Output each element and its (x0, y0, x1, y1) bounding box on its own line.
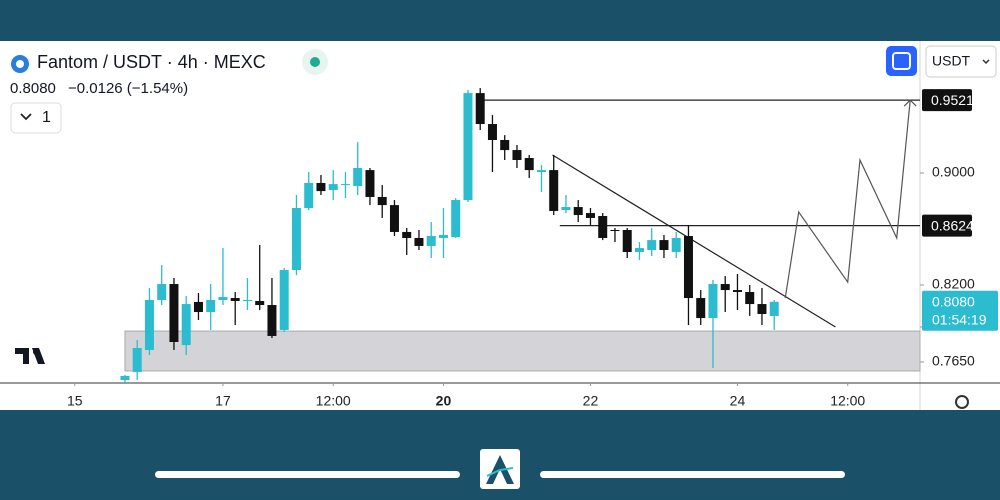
candle-body (598, 215, 608, 238)
projection-arrow (903, 99, 917, 107)
fullscreen-button[interactable] (886, 46, 917, 76)
level-tag (922, 89, 972, 112)
x-tick-label: 15 (67, 393, 83, 409)
candle-body (622, 229, 632, 252)
candle-body (634, 248, 644, 252)
indicator-count: 1 (42, 109, 51, 126)
candle-body (451, 200, 461, 237)
plot (120, 88, 921, 383)
candle-body (304, 182, 314, 209)
candle-body (291, 208, 301, 271)
countdown: 01:54:19 (932, 312, 987, 328)
x-tick-label: 22 (583, 393, 599, 409)
candle-body (402, 231, 412, 238)
logo-dot (33, 349, 39, 355)
level-tag-label: 0.9521 (931, 92, 974, 108)
status-dot (310, 57, 320, 67)
level-tag-label: 0.8624 (931, 217, 974, 233)
brand-mark (486, 455, 514, 484)
candle-body (720, 284, 730, 291)
candle-body (120, 376, 130, 381)
candle-body (181, 304, 191, 346)
bar-right (540, 471, 845, 478)
candle-body (365, 170, 375, 197)
chevron (20, 113, 32, 121)
candle-body (769, 301, 779, 316)
candle-body (536, 170, 546, 173)
candle-body (696, 298, 706, 319)
x-tick-label: 24 (730, 393, 746, 409)
candle-body (242, 299, 252, 301)
y-tick-label: 0.9000 (932, 164, 975, 180)
projection-path (784, 100, 911, 299)
x-tick-label: 17 (215, 393, 231, 409)
trendline (552, 154, 836, 328)
symbol: Fantom / USDT · 4h · MEXC (37, 52, 266, 72)
candle-body (524, 158, 534, 171)
coin-icon-inner (16, 60, 24, 68)
support-zone (124, 330, 921, 372)
candle-body (279, 270, 289, 330)
y-tick-label: 0.8200 (932, 276, 975, 292)
last-price: 0.8080 (10, 80, 56, 97)
candle-body (573, 207, 583, 216)
x-tick-label: 20 (436, 393, 452, 409)
x-tick-label: 12:00 (830, 393, 865, 409)
y-tick-label: 0.7650 (932, 353, 975, 369)
candle-body (745, 292, 755, 305)
candle-body (732, 290, 742, 293)
settings-icon[interactable] (955, 395, 969, 409)
candle-body (218, 297, 228, 300)
candle-body (512, 150, 522, 161)
x-tick-label: 12:00 (316, 393, 351, 409)
candle-body (549, 170, 559, 211)
candle-body (255, 300, 265, 306)
candle-body (463, 93, 473, 201)
candle-body (585, 213, 595, 218)
candle-body (500, 139, 510, 151)
currency: USDT (932, 53, 971, 69)
price-change: −0.0126 (−1.54%) (68, 80, 188, 97)
indicator-toggle[interactable] (10, 102, 62, 134)
candle-body (230, 298, 240, 301)
candle-body (659, 240, 669, 251)
candle-body (377, 196, 387, 206)
candle-body (610, 229, 620, 231)
candle-body (132, 348, 142, 372)
fullscreen-icon (892, 52, 911, 70)
candle-body (757, 304, 767, 314)
candle-body (414, 237, 424, 246)
candle-body (144, 299, 154, 350)
candle-body (267, 305, 277, 336)
candle-body (316, 182, 326, 192)
candle-body (157, 284, 167, 300)
candle-body (475, 93, 485, 125)
chevron (982, 59, 990, 65)
candle-body (487, 124, 497, 140)
currency-select[interactable] (925, 45, 997, 78)
candle-body (389, 205, 399, 232)
last-price-tag-label: 0.8080 (932, 294, 975, 310)
candle-body (328, 184, 338, 190)
candle-body (647, 240, 657, 251)
bar-left (155, 471, 460, 478)
candle-body (683, 236, 693, 299)
candle-body (169, 284, 179, 342)
brand-swoosh (486, 467, 514, 477)
last-price-tag (922, 290, 998, 331)
candle-body (708, 284, 718, 319)
candle-body (561, 207, 571, 210)
candle-body (426, 236, 436, 246)
candle-body (193, 301, 203, 313)
candle-body (438, 235, 448, 238)
candle-body (340, 184, 350, 186)
candle-body (353, 167, 363, 187)
candle-body (206, 299, 216, 313)
level-tag (922, 214, 972, 237)
candle-body (671, 237, 681, 252)
